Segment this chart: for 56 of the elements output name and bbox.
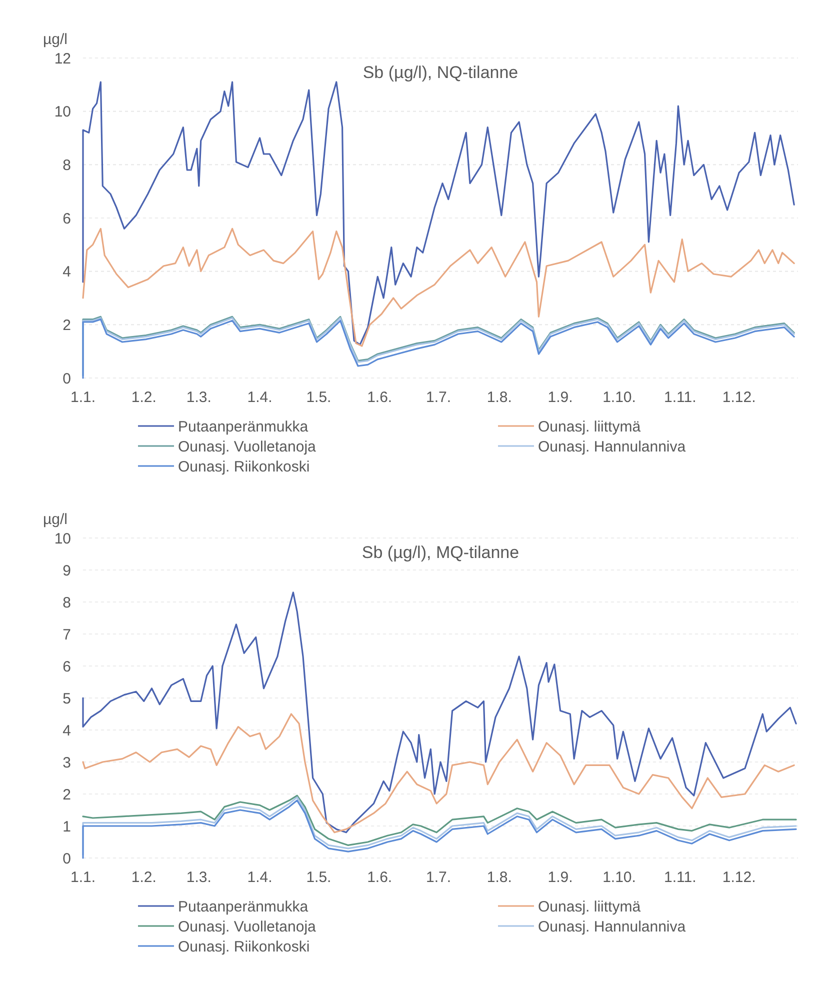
y-tick-label: 12 — [54, 50, 71, 68]
x-tick-label: 1.10. — [602, 389, 636, 406]
x-tick-label: 1.10. — [602, 869, 636, 886]
y-axis-title: µg/l — [43, 511, 68, 528]
y-tick-label: 4 — [62, 722, 71, 740]
x-tick-label: 1.1. — [70, 869, 96, 886]
x-tick-label: 1.6. — [367, 389, 392, 406]
y-tick-label: 8 — [62, 594, 71, 612]
x-tick-label: 1.4. — [247, 869, 272, 886]
legend-label: Ounasj. liittymä — [538, 418, 642, 436]
legend-label: Ounasj. liittymä — [538, 898, 642, 916]
y-tick-label: 10 — [54, 104, 71, 121]
x-tick-label: 1.1. — [70, 389, 96, 406]
x-tick-label: 1.7. — [426, 389, 452, 406]
legend-label: Ounasj. Vuolletanoja — [178, 918, 317, 936]
chart-title: Sb (µg/l), NQ-tilanne — [362, 63, 518, 82]
y-tick-label: 9 — [62, 562, 71, 580]
y-tick-label: 3 — [62, 754, 71, 772]
y-tick-label: 2 — [62, 786, 71, 804]
legend-label: Putaanperänmukka — [178, 898, 309, 916]
x-tick-label: 1.12. — [722, 389, 756, 406]
x-tick-label: 1.8. — [486, 389, 512, 406]
y-tick-label: 0 — [62, 850, 71, 868]
legend-label: Ounasj. Hannulanniva — [538, 438, 686, 456]
y-tick-label: 6 — [62, 210, 71, 228]
legend-label: Ounasj. Hannulanniva — [538, 918, 686, 936]
y-tick-label: 10 — [54, 530, 71, 548]
x-tick-label: 1.8. — [486, 869, 512, 886]
legend-label: Ounasj. Vuolletanoja — [178, 438, 317, 456]
x-tick-label: 1.7. — [426, 869, 452, 886]
y-tick-label: 6 — [62, 658, 71, 676]
x-tick-label: 1.2. — [131, 389, 156, 406]
y-tick-label: 7 — [62, 626, 71, 644]
chart-title: Sb (µg/l), MQ-tilanne — [362, 543, 520, 562]
x-tick-label: 1.12. — [722, 869, 756, 886]
x-tick-label: 1.11. — [664, 389, 696, 406]
legend-label: Ounasj. Riikonkoski — [178, 938, 310, 956]
x-tick-label: 1.5. — [306, 869, 332, 886]
legend-label: Putaanperänmukka — [178, 418, 309, 436]
x-tick-label: 1.2. — [131, 869, 156, 886]
x-tick-label: 1.6. — [367, 869, 392, 886]
x-tick-label: 1.9. — [548, 869, 573, 886]
y-tick-label: 8 — [62, 156, 71, 174]
y-axis-title: µg/l — [43, 31, 68, 48]
x-tick-label: 1.5. — [306, 389, 332, 406]
x-tick-label: 1.3. — [186, 389, 212, 406]
y-tick-label: 1 — [62, 818, 71, 836]
y-tick-label: 2 — [62, 316, 71, 334]
x-tick-label: 1.3. — [186, 869, 212, 886]
y-tick-label: 0 — [62, 370, 71, 388]
legend-label: Ounasj. Riikonkoski — [178, 458, 310, 476]
y-tick-label: 5 — [62, 690, 71, 708]
x-tick-label: 1.11. — [664, 869, 696, 886]
x-tick-label: 1.9. — [548, 389, 573, 406]
y-tick-label: 4 — [62, 264, 71, 281]
x-tick-label: 1.4. — [247, 389, 272, 406]
